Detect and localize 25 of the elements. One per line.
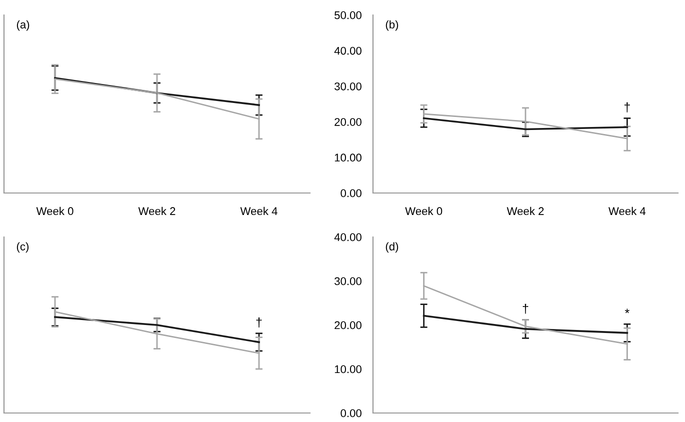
chart-title: (b) (386, 20, 398, 31)
y-tick-label: 30.00 (334, 82, 362, 90)
x-tick-label: Week 0 (36, 206, 74, 216)
annotation: † (256, 318, 262, 328)
chart-title: (c) (16, 242, 29, 253)
x-tick-label: Week 2 (138, 206, 176, 216)
y-tick-label: 0.00 (340, 409, 362, 418)
x-tick-label: Week 4 (240, 206, 278, 216)
annotation: * (624, 308, 630, 314)
y-tick-label: 30.00 (334, 277, 362, 286)
y-tick-label: 20.00 (334, 118, 362, 126)
y-tick-label: 40.00 (334, 233, 362, 242)
y-tick-label: 50.00 (334, 11, 362, 20)
chart-title: (a) (16, 20, 30, 31)
chart-title: (d) (386, 242, 398, 253)
x-tick-label: Week 0 (405, 206, 442, 216)
y-tick-label: 10.00 (334, 365, 362, 374)
annotation: † (522, 304, 528, 314)
x-tick-label: Week 4 (608, 206, 646, 216)
y-tick-label: 10.00 (334, 154, 362, 162)
y-tick-label: 20.00 (334, 321, 362, 330)
annotation: † (624, 102, 630, 112)
x-tick-label: Week 2 (506, 206, 544, 216)
y-tick-label: 40.00 (334, 46, 362, 55)
y-tick-label: 0.00 (340, 189, 362, 198)
